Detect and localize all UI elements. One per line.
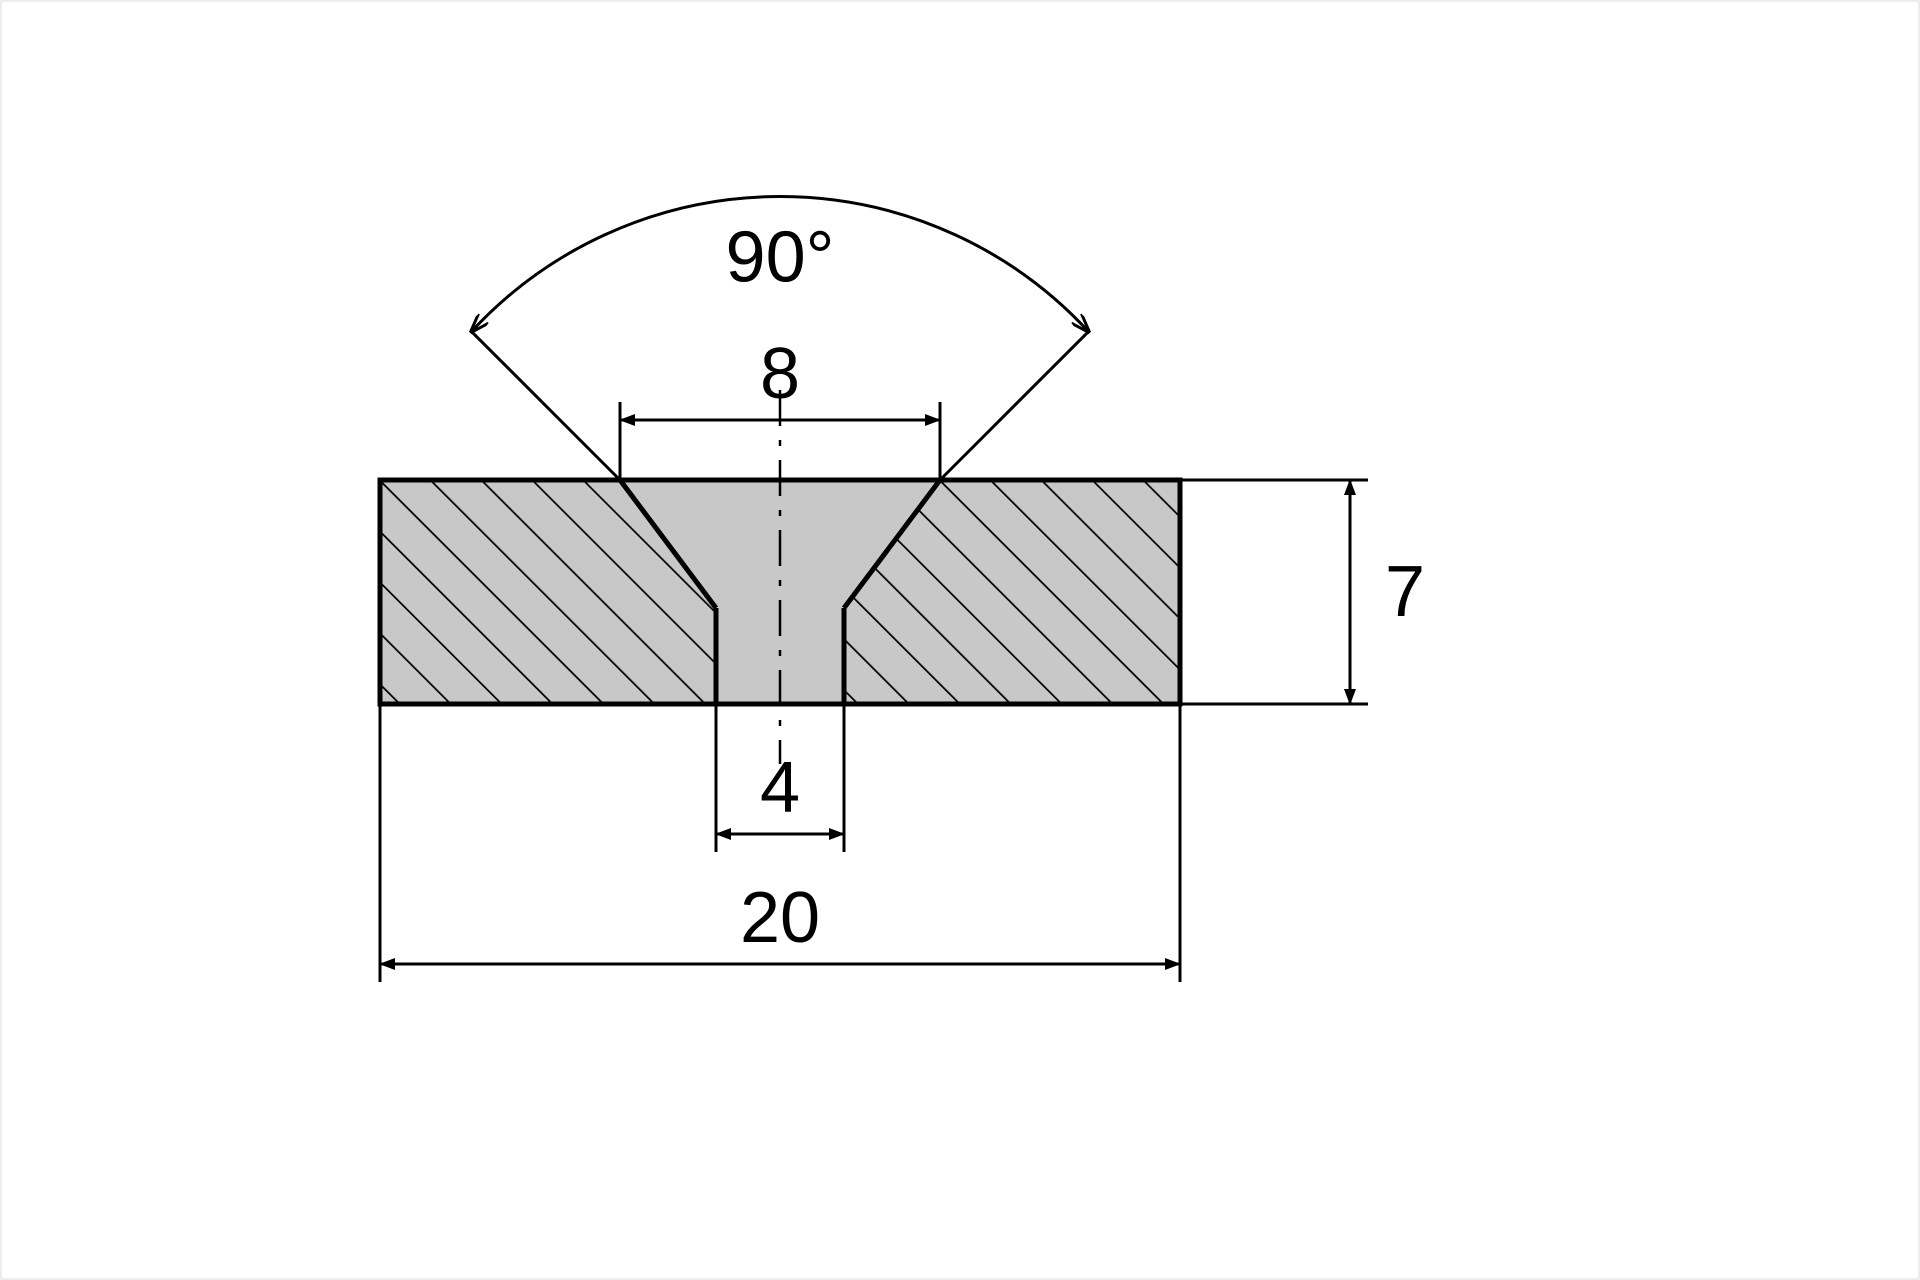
ext-angle-right [940, 332, 1088, 480]
dim-text-angle: 90° [726, 218, 835, 298]
dim-text-8: 8 [760, 334, 800, 414]
dim-text-7: 7 [1385, 552, 1425, 632]
ext-angle-left [472, 332, 620, 480]
technical-drawing: 8 4 20 7 90° [0, 0, 1920, 1280]
dim-text-4: 4 [760, 748, 800, 828]
dim-text-20: 20 [740, 878, 820, 958]
